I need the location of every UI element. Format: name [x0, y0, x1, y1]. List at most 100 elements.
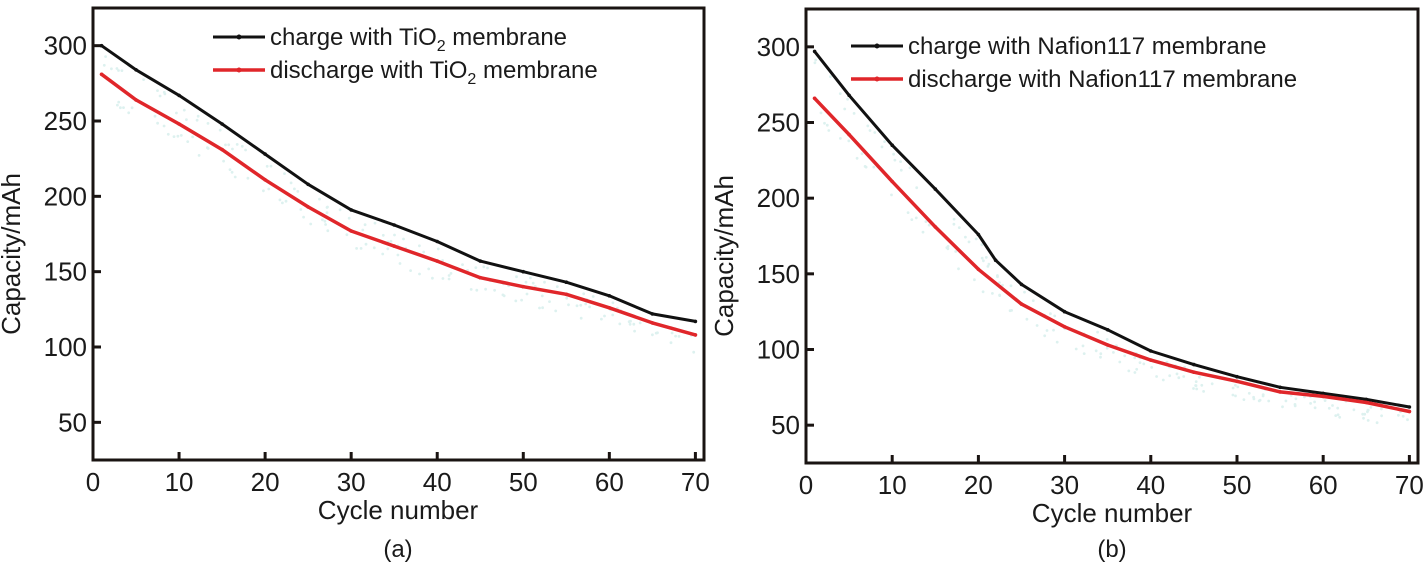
noise-dot — [1009, 284, 1013, 288]
x-tick-label: 40 — [423, 467, 452, 497]
noise-dot — [166, 132, 170, 136]
noise-dot — [588, 305, 591, 309]
noise-dot — [309, 222, 313, 226]
noise-dot — [873, 131, 877, 134]
data-point-charge — [220, 122, 224, 126]
legend-label-text: discharge with Nafion117 membrane — [908, 66, 1297, 93]
data-point-charge — [976, 232, 981, 237]
noise-dot — [246, 176, 250, 180]
y-axis-title: Capacity/mAh — [0, 173, 26, 335]
data-point-charge — [478, 259, 483, 263]
noise-dot — [422, 250, 426, 254]
noise-dot — [674, 334, 677, 338]
noise-dot — [1142, 362, 1146, 366]
noise-dot — [278, 198, 282, 202]
noise-dot — [318, 197, 321, 201]
noise-dot — [284, 199, 288, 203]
noise-dot — [372, 246, 376, 250]
noise-dot — [946, 247, 950, 251]
noise-dot — [325, 211, 329, 215]
data-point-discharge — [1321, 394, 1325, 399]
legend-marker — [236, 34, 242, 40]
noise-dot — [952, 222, 956, 226]
series-line-charge — [813, 49, 1411, 409]
noise-dot — [692, 350, 696, 354]
noise-dot — [1123, 354, 1127, 358]
noise-dot — [986, 265, 990, 268]
noise-dot — [1336, 413, 1340, 417]
data-point-charge — [993, 258, 998, 263]
noise-dot — [998, 293, 1001, 297]
noise-dot — [267, 187, 271, 191]
noise-dot — [1133, 356, 1137, 360]
noise-dot — [1362, 416, 1365, 420]
noise-dot — [982, 259, 985, 263]
data-point-discharge — [564, 292, 569, 297]
noise-dot — [206, 122, 210, 125]
noise-dot — [555, 285, 559, 288]
noise-dot — [172, 135, 176, 139]
noise-dot — [1366, 419, 1370, 422]
noise-dot — [618, 322, 622, 326]
noise-dot — [1231, 393, 1235, 397]
noise-dot — [228, 168, 232, 172]
noise-dot — [967, 240, 971, 244]
data-point-discharge — [1407, 409, 1412, 414]
data-point-discharge — [890, 179, 894, 184]
noise-dot — [1025, 317, 1029, 321]
data-point-charge — [177, 93, 181, 98]
noise-dot — [1375, 421, 1379, 425]
noise-dot — [1313, 400, 1316, 404]
data-point-discharge — [976, 267, 981, 272]
data-point-discharge — [99, 72, 104, 77]
data-point-charge — [99, 43, 104, 48]
noise-dot — [347, 216, 351, 220]
noise-dot — [1105, 346, 1109, 350]
noise-dot — [1035, 324, 1039, 327]
noise-dot — [981, 290, 985, 294]
noise-dot — [629, 319, 632, 323]
noise-dot — [1309, 402, 1312, 405]
noise-dot — [1194, 380, 1198, 383]
noise-dot — [302, 215, 305, 219]
legend-label-text: membrane — [446, 24, 567, 51]
data-point-discharge — [435, 259, 440, 263]
noise-dot — [633, 329, 636, 333]
noise-dot — [1352, 408, 1356, 412]
data-point-charge — [1407, 405, 1412, 409]
data-point-discharge — [812, 96, 817, 101]
noise-dot — [984, 256, 988, 259]
noise-dot — [162, 124, 166, 128]
noise-dot — [1099, 352, 1103, 356]
noise-dot — [554, 309, 558, 313]
noise-dot — [584, 302, 588, 306]
noise-dot — [524, 280, 528, 284]
noise-dot — [892, 152, 895, 156]
noise-dot — [1094, 349, 1098, 353]
noise-dot — [632, 322, 636, 326]
noise-dot — [1082, 352, 1086, 355]
data-point-discharge — [650, 321, 655, 325]
noise-dot — [162, 90, 166, 94]
plot-frame — [91, 6, 706, 462]
noise-dot — [1234, 383, 1237, 387]
noise-dot — [847, 139, 851, 143]
data-point-charge — [1321, 391, 1325, 396]
noise-dot — [158, 94, 162, 98]
x-tick-label: 10 — [165, 467, 194, 497]
noise-dot — [540, 294, 544, 298]
noise-dot — [299, 208, 303, 211]
noise-dot — [156, 89, 159, 92]
noise-dot — [927, 223, 931, 227]
noise-dot — [120, 69, 124, 72]
noise-dot — [991, 292, 994, 295]
noise-dot — [110, 67, 113, 71]
legend-label: charge with TiO2 membrane — [270, 24, 567, 55]
noise-dot — [1023, 290, 1026, 294]
noise-dot — [402, 237, 405, 241]
x-tick-label: 60 — [595, 467, 624, 497]
noise-dot — [1045, 329, 1049, 332]
noise-dot — [846, 97, 849, 101]
data-point-discharge — [220, 147, 224, 152]
data-point-charge — [693, 319, 698, 324]
